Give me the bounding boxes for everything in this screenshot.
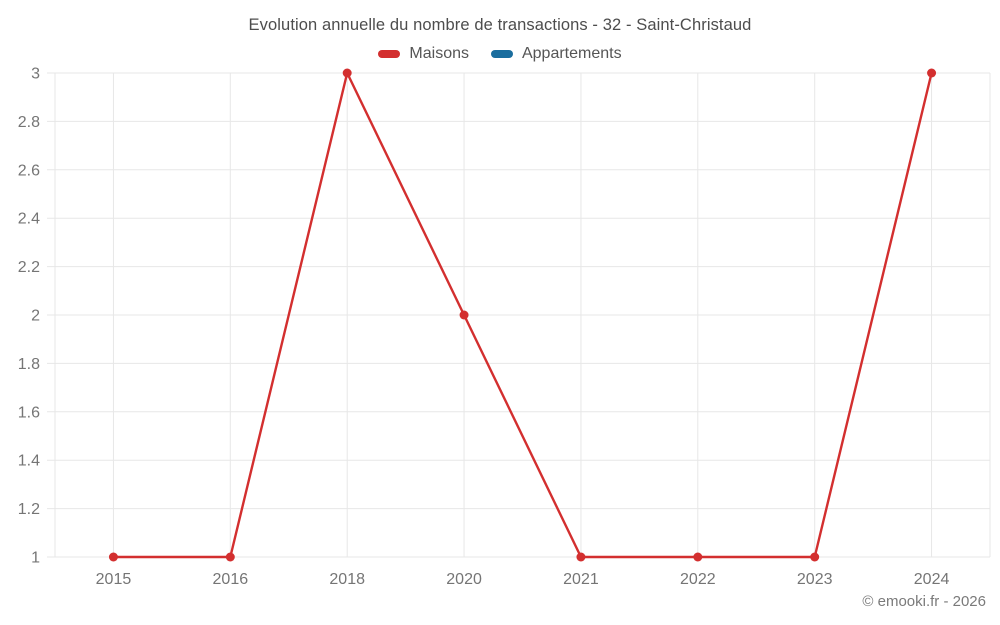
chart-title: Evolution annuelle du nombre de transact… — [248, 16, 752, 34]
legend-label: Appartements — [521, 45, 622, 62]
data-point-maisons-2023[interactable] — [810, 552, 820, 562]
data-point-maisons-2022[interactable] — [693, 552, 703, 562]
legend-swatch-appartements — [490, 50, 513, 58]
y-tick-label: 1.2 — [18, 501, 40, 518]
legend-label: Maisons — [409, 45, 469, 62]
x-tick-label: 2023 — [797, 571, 833, 588]
legend-item-appartements[interactable]: Appartements — [490, 45, 622, 63]
copyright-text: © emooki.fr - 2026 — [862, 593, 986, 610]
x-tick-label: 2016 — [213, 571, 249, 588]
data-point-maisons-2018[interactable] — [342, 68, 352, 78]
x-tick-label: 2018 — [329, 571, 365, 588]
x-tick-label: 2024 — [914, 571, 950, 588]
y-tick-label: 3 — [31, 66, 40, 83]
x-tick-label: 2022 — [680, 571, 716, 588]
y-tick-label: 2.6 — [18, 162, 40, 179]
x-tick-label: 2015 — [96, 571, 132, 588]
y-tick-label: 1 — [31, 550, 40, 567]
y-tick-label: 1.4 — [18, 453, 40, 470]
data-point-maisons-2015[interactable] — [108, 552, 118, 562]
data-point-maisons-2024[interactable] — [927, 68, 937, 78]
y-tick-label: 1.6 — [18, 404, 40, 421]
y-tick-label: 2 — [31, 308, 40, 325]
legend-item-maisons[interactable]: Maisons — [378, 45, 469, 63]
chart-legend: Maisons Appartements — [0, 45, 1000, 63]
data-point-maisons-2021[interactable] — [576, 552, 586, 562]
y-tick-label: 2.2 — [18, 259, 40, 276]
data-point-maisons-2016[interactable] — [225, 552, 235, 562]
y-tick-label: 1.8 — [18, 356, 40, 373]
y-tick-label: 2.8 — [18, 114, 40, 131]
y-tick-label: 2.4 — [18, 211, 40, 228]
data-point-maisons-2020[interactable] — [459, 310, 469, 320]
legend-swatch-maisons — [378, 50, 401, 58]
x-tick-label: 2021 — [563, 571, 599, 588]
series-line-maisons — [112, 71, 933, 559]
x-tick-label: 2020 — [446, 571, 482, 588]
